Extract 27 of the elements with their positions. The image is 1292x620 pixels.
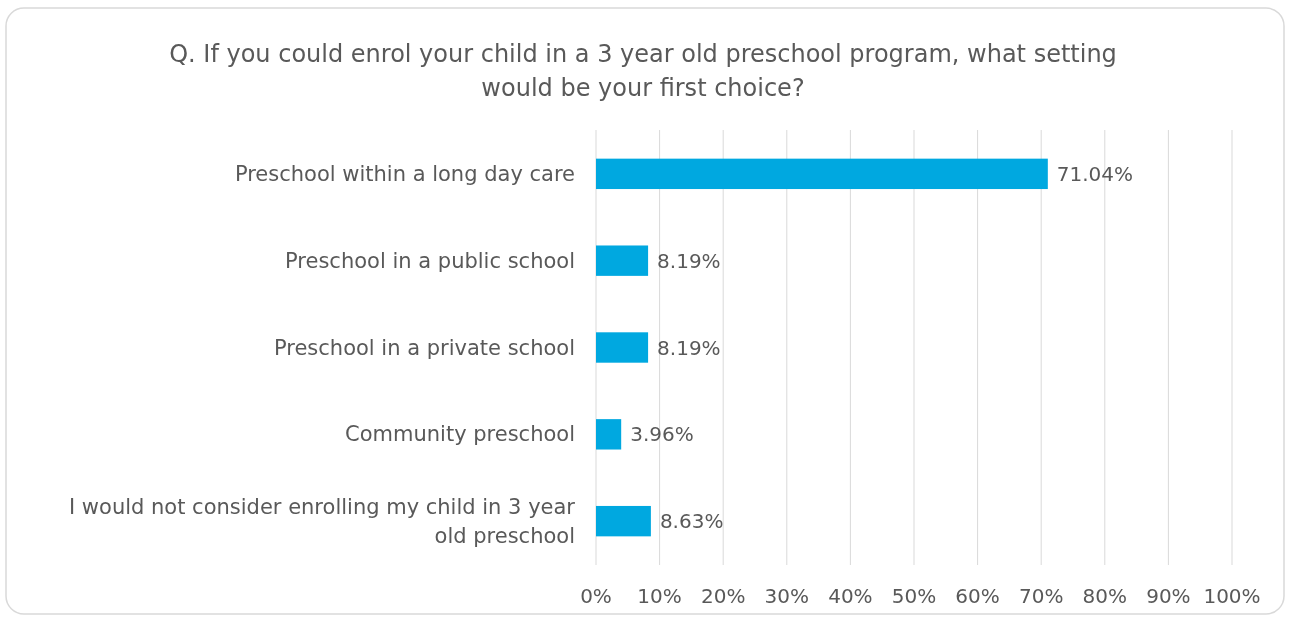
x-tick-label: 20% <box>700 584 746 608</box>
data-label: 8.19% <box>657 248 721 273</box>
bar <box>596 158 1048 190</box>
chart-title: Q. If you could enrol your child in a 3 year old preschool program, what setting would be your first choice? <box>169 40 1117 102</box>
y-tick-label: Preschool within a long day care <box>234 161 575 186</box>
x-tick-label: 10% <box>637 584 682 608</box>
y-tick-label: Preschool in a public school <box>285 248 575 273</box>
y-tick-label: Community preschool <box>345 422 575 447</box>
bar <box>596 332 649 363</box>
x-tick-label: 100% <box>1203 584 1261 608</box>
x-tick-label: 50% <box>891 584 937 608</box>
data-label: 71.04% <box>1056 161 1134 186</box>
x-tick-label: 40% <box>828 584 873 608</box>
data-label: 8.63% <box>659 509 724 534</box>
x-tick-label: 60% <box>955 584 1000 608</box>
data-label: 3.96% <box>630 422 694 447</box>
x-tick-label: 70% <box>1018 584 1064 608</box>
x-tick-label: 30% <box>764 584 810 608</box>
bar <box>596 505 651 537</box>
x-tick-label: 0% <box>580 584 612 608</box>
y-tick-label: Preschool in a private school <box>273 335 575 360</box>
data-label: 8.19% <box>657 335 721 360</box>
bar <box>596 419 622 450</box>
x-tick-label: 80% <box>1082 584 1128 608</box>
bar <box>596 245 649 276</box>
x-tick-label: 90% <box>1146 584 1191 608</box>
y-tick-label: I would not consider enrolling my child in 3 year old preschool <box>68 494 576 548</box>
